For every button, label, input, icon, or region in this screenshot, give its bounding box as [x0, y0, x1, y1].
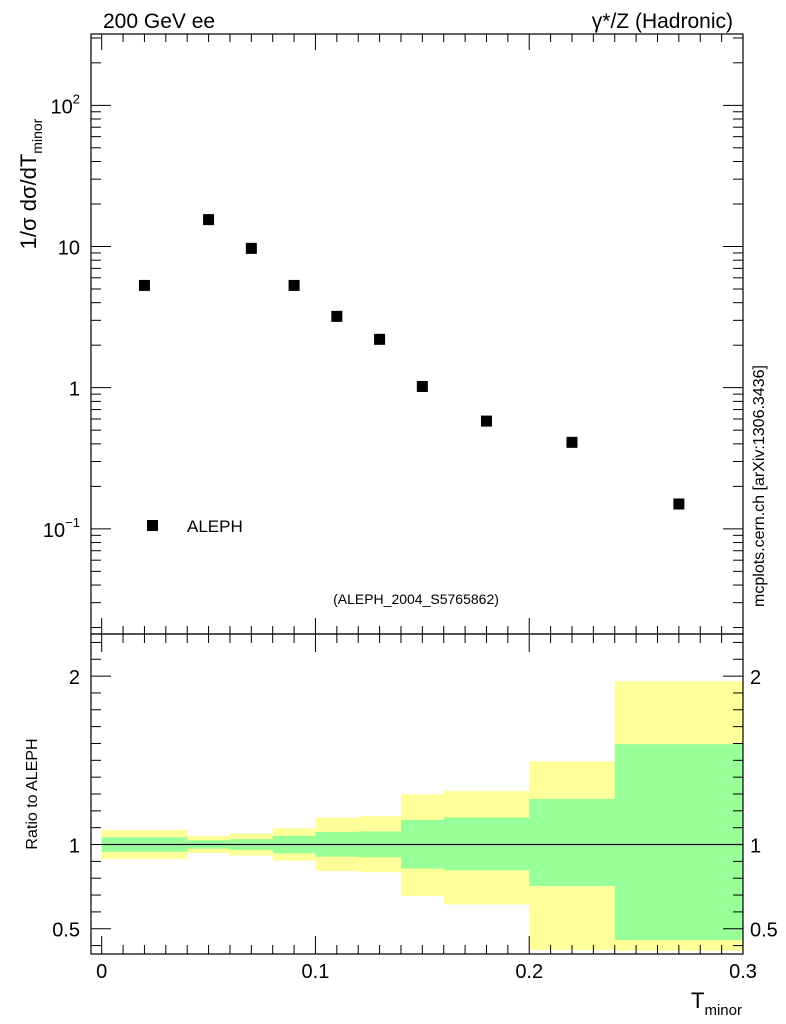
x-axis-title-sub: minor — [704, 1002, 742, 1019]
ratio-y-tick-label-left: 2 — [69, 667, 80, 689]
main-y-tick-label: 10 — [58, 237, 80, 259]
main-y-tick-label-base: 10 — [51, 96, 73, 118]
data-point — [416, 380, 428, 392]
ratio-y-tick-label-right: 0.5 — [750, 920, 778, 942]
legend-marker — [147, 520, 158, 531]
main-y-tick-label: 1 — [69, 379, 80, 401]
x-tick-label: 0 — [96, 961, 107, 983]
main-ticks — [91, 34, 744, 634]
main-y-axis-title-main: 1/σ dσ/dT — [16, 154, 41, 250]
side-watermark: mcplots.cern.ch [arXiv:1306.3436] — [751, 365, 768, 607]
main-y-tick-label-base: 1 — [69, 379, 80, 401]
data-point — [566, 436, 578, 448]
ratio-x-tick-labels: 0 0.1 0.2 0.3 — [96, 961, 757, 983]
main-y-tick-label-exp: −1 — [65, 515, 80, 530]
data-point — [673, 498, 685, 510]
main-y-axis-title-sub: minor — [29, 118, 45, 153]
ratio-inner-band — [614, 744, 744, 941]
analysis-label: (ALEPH_2004_S5765862) — [333, 591, 499, 607]
data-point — [374, 333, 386, 345]
main-plot-frame — [90, 33, 744, 635]
energy-label: 200 GeV ee — [103, 10, 215, 33]
ratio-panel: 0.5 0.5 1 1 2 2 0 0.1 0.2 0.3 Ratio to ALEPH Tmi… — [24, 633, 778, 1019]
ratio-y-tick-label-left: 1 — [69, 836, 80, 858]
x-tick-label: 0.1 — [302, 961, 330, 983]
data-point — [203, 214, 215, 226]
data-point — [245, 242, 257, 254]
main-y-tick-label-exp: 2 — [73, 91, 80, 106]
x-axis-title-main: T — [691, 988, 704, 1013]
x-tick-label: 0.2 — [515, 961, 543, 983]
ratio-inner-band — [529, 798, 616, 886]
ratio-bands — [101, 681, 744, 951]
ratio-y-axis-title: Ratio to ALEPH — [24, 738, 41, 849]
ratio-ticks — [91, 634, 744, 954]
x-axis-title: Tminor — [691, 988, 742, 1019]
data-points — [138, 214, 685, 510]
ratio-y-tick-label-right: 2 — [750, 667, 761, 689]
ratio-y-tick-labels: 0.5 0.5 1 1 2 2 — [52, 667, 778, 942]
ratio-y-tick-label-right: 1 — [750, 836, 761, 858]
main-y-axis-title: 1/σ dσ/dTminor — [16, 118, 45, 249]
legend-label: ALEPH — [187, 517, 243, 536]
main-y-tick-label: 102 — [51, 91, 80, 118]
data-point — [480, 415, 492, 427]
main-y-tick-label-base: 10 — [43, 520, 65, 542]
ratio-inner-band — [443, 817, 530, 871]
ratio-y-tick-label-left: 0.5 — [52, 920, 80, 942]
x-tick-label: 0.3 — [729, 961, 757, 983]
data-point — [138, 279, 150, 291]
data-point — [288, 279, 300, 291]
data-point — [331, 310, 343, 322]
process-label: γ*/Z (Hadronic) — [592, 10, 733, 33]
main-y-tick-label-base: 10 — [58, 237, 80, 259]
main-y-tick-label: 10−1 — [43, 515, 80, 542]
